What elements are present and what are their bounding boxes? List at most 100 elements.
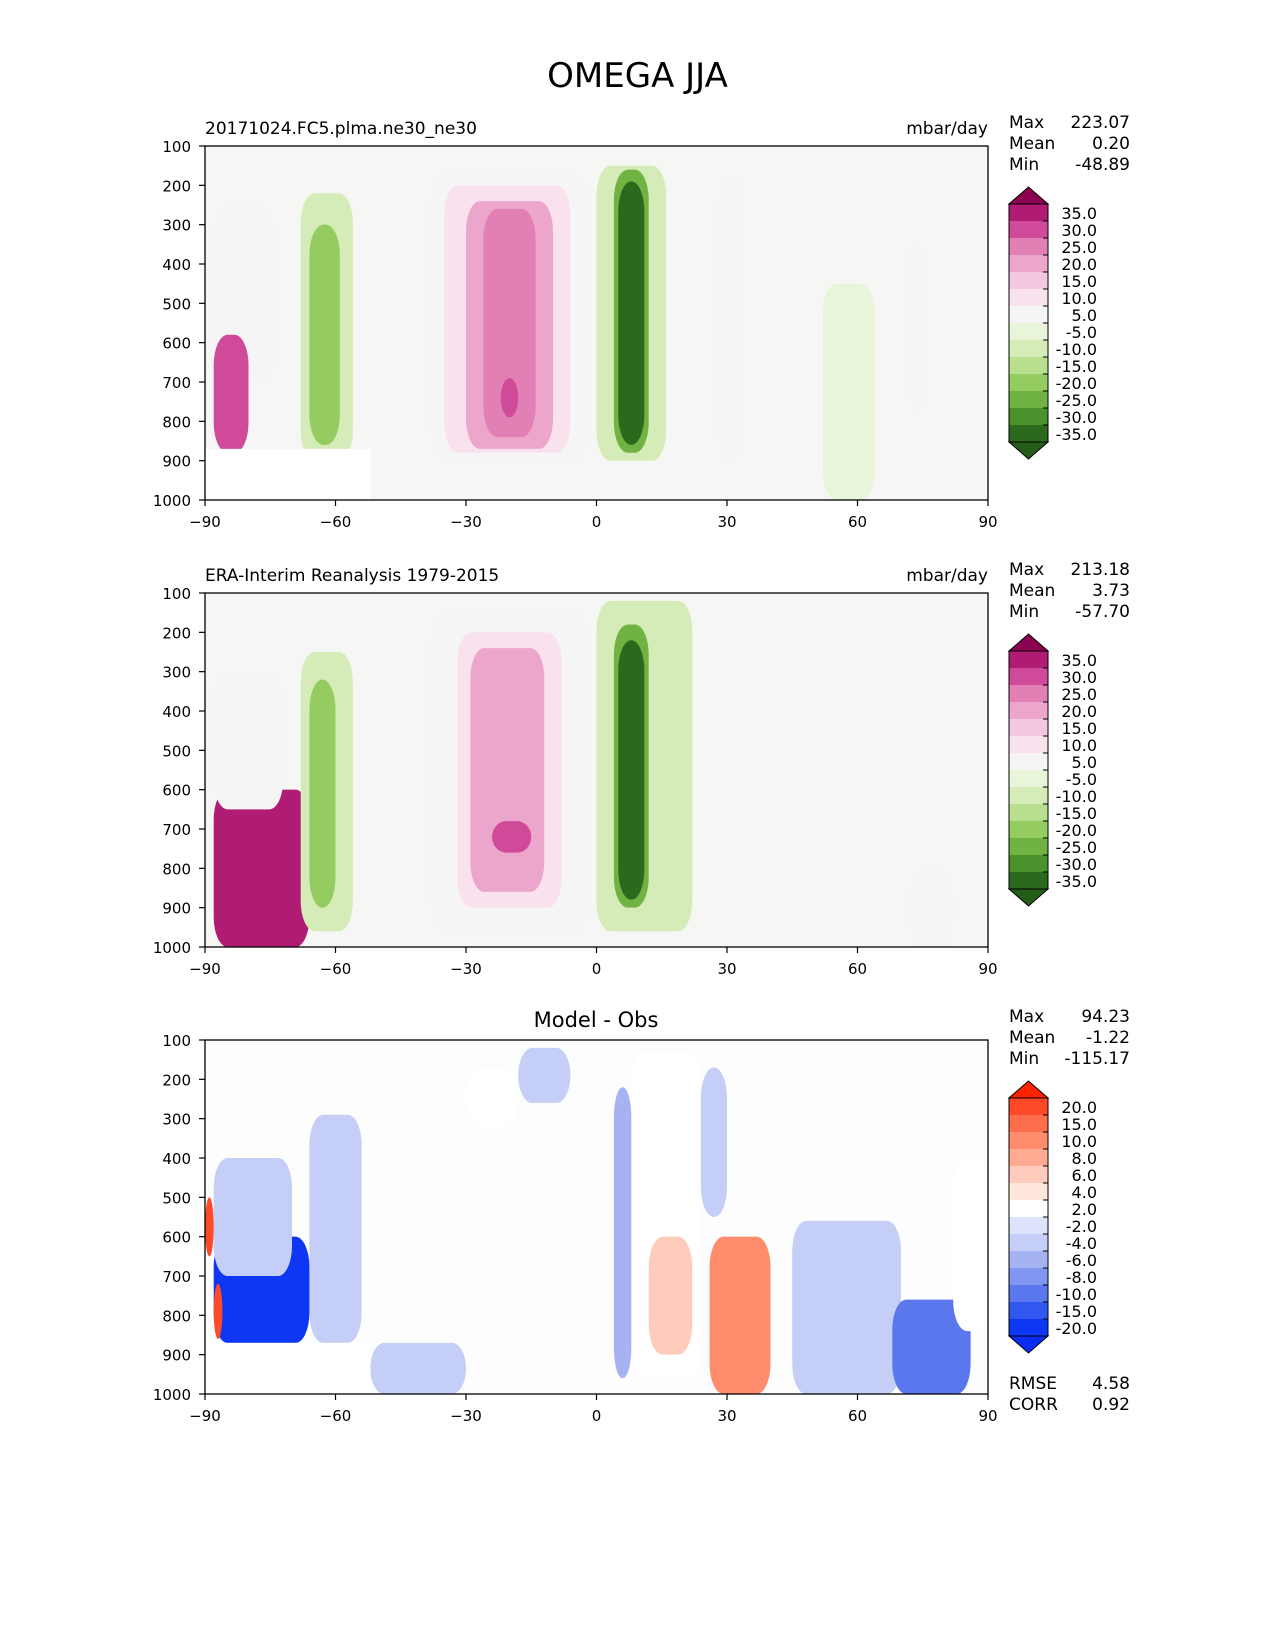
colorbar-segment [1009, 753, 1048, 770]
x-tick-label: 0 [592, 513, 602, 531]
y-tick-label: 100 [162, 1032, 191, 1050]
colorbar-segment [1009, 787, 1048, 804]
y-tick-label: 500 [162, 295, 191, 313]
y-tick-label: 1000 [153, 939, 191, 957]
stat-value-rmse: 4.58 [1092, 1374, 1130, 1394]
colorbar-label: -5.0 [1066, 323, 1097, 342]
y-tick-label: 400 [162, 256, 191, 274]
colorbar-segment [1009, 702, 1048, 719]
x-tick-label: 30 [717, 513, 736, 531]
colorbar-segment [1009, 272, 1048, 289]
stat-value-max: 94.23 [1081, 1007, 1130, 1027]
panel-units: mbar/day [906, 566, 988, 586]
y-tick-label: 400 [162, 703, 191, 721]
colorbar-segment [1009, 719, 1048, 736]
colorbar-label: -8.0 [1066, 1268, 1097, 1287]
stats-box: Max 223.07 Mean 0.20 Min -48.89 [1009, 113, 1130, 175]
colorbar-segment [1009, 872, 1048, 889]
x-tick-label: −30 [450, 1407, 482, 1425]
x-tick-label: 60 [848, 960, 867, 978]
stat-value-mean: -1.22 [1086, 1028, 1130, 1048]
x-tick-label: 90 [978, 1407, 997, 1425]
colorbar-label: 5.0 [1072, 753, 1097, 772]
stat-value-min: -115.17 [1064, 1049, 1130, 1069]
panel-title-center: Model - Obs [534, 1008, 659, 1032]
panel-diff: Model - Obs 1002003004005006007008009001… [153, 1007, 1130, 1425]
colorbar-label: -15.0 [1056, 804, 1097, 823]
colorbar-segment [1009, 1149, 1048, 1166]
stat-label-mean: Mean [1009, 581, 1055, 601]
stat-label-min: Min [1009, 1049, 1039, 1069]
x-tick-label: 60 [848, 513, 867, 531]
stat-value-max: 213.18 [1071, 560, 1130, 580]
contour-region [822, 283, 875, 500]
colorbar-label: -25.0 [1056, 391, 1097, 410]
y-tick-label: 200 [162, 177, 191, 195]
colorbar-extend-min [1007, 888, 1050, 907]
contour-region [709, 1236, 771, 1394]
y-tick-label: 600 [162, 335, 191, 353]
colorbar-segment [1009, 668, 1048, 685]
stat-value-corr: 0.92 [1092, 1395, 1130, 1415]
x-tick-label: −90 [189, 960, 221, 978]
contour-region [892, 1299, 971, 1394]
y-tick-label: 200 [162, 624, 191, 642]
colorbar-segment [1009, 685, 1048, 702]
contour-region [309, 224, 340, 445]
stat-value-mean: 3.73 [1092, 581, 1130, 601]
contour-region [213, 671, 284, 810]
colorbar-label: 20.0 [1061, 255, 1097, 274]
colorbar-segment [1009, 1251, 1048, 1268]
colorbar-label: -20.0 [1056, 1319, 1097, 1338]
y-tick-label: 100 [162, 138, 191, 156]
y-tick-label: 1000 [153, 1386, 191, 1404]
colorbar-label: -15.0 [1056, 357, 1097, 376]
contour-region [370, 1342, 466, 1394]
colorbar-segment [1009, 289, 1048, 306]
colorbar-label: -10.0 [1056, 340, 1097, 359]
colorbar-segment [1009, 255, 1048, 272]
colorbar-label: 25.0 [1061, 685, 1097, 704]
x-tick-label: −60 [320, 1407, 352, 1425]
contour-region [618, 640, 645, 900]
colorbar-label: 15.0 [1061, 1115, 1097, 1134]
colorbar-label: 5.0 [1072, 306, 1097, 325]
colorbar-segment [1009, 357, 1048, 374]
colorbar-label: 4.0 [1072, 1183, 1097, 1202]
contour-region [213, 334, 249, 453]
x-tick-label: −30 [450, 960, 482, 978]
colorbar-segment [1009, 804, 1048, 821]
colorbar-segment [1009, 855, 1048, 872]
y-axis: 100 200 300 400 500 600 700 800 900 1000 [153, 585, 205, 957]
x-axis: −90 −60 −30 0 30 60 90 [189, 947, 998, 978]
colorbar-label: -5.0 [1066, 770, 1097, 789]
stat-label-min: Min [1009, 155, 1039, 175]
contour-region [618, 181, 645, 445]
stat-label-rmse: RMSE [1009, 1374, 1057, 1394]
x-tick-label: 90 [978, 513, 997, 531]
contour-region [483, 208, 536, 438]
colorbar-label: -4.0 [1066, 1234, 1097, 1253]
panel-units: mbar/day [906, 119, 988, 139]
y-tick-label: 200 [162, 1071, 191, 1089]
y-tick-label: 900 [162, 900, 191, 918]
contour-region [470, 648, 545, 892]
colorbar-segment [1009, 1115, 1048, 1132]
colorbar-label: -10.0 [1056, 1285, 1097, 1304]
colorbar-label: 35.0 [1061, 204, 1097, 223]
colorbar-segment [1009, 1098, 1048, 1115]
colorbar-label: 6.0 [1072, 1166, 1097, 1185]
contour-region [309, 1114, 362, 1343]
colorbar-extend-min [1007, 1335, 1050, 1354]
colorbar-label: 10.0 [1061, 736, 1097, 755]
colorbar-extend-max [1007, 1080, 1050, 1099]
y-tick-label: 600 [162, 1229, 191, 1247]
y-tick-label: 700 [162, 1268, 191, 1286]
stat-label-mean: Mean [1009, 1028, 1055, 1048]
colorbar-label: 10.0 [1061, 1132, 1097, 1151]
contour-region [613, 1087, 632, 1379]
y-tick-label: 500 [162, 1189, 191, 1207]
colorbar-label: -30.0 [1056, 855, 1097, 874]
colorbar-label: 8.0 [1072, 1149, 1097, 1168]
stats-box: Max 213.18 Mean 3.73 Min -57.70 [1009, 560, 1130, 622]
